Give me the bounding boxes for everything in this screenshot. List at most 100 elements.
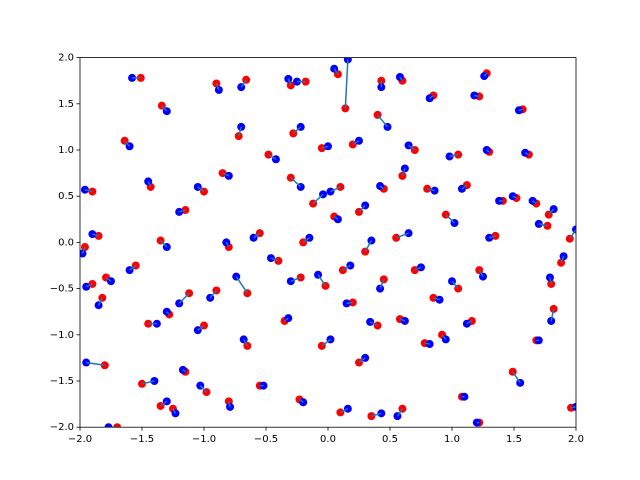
pair-line: [321, 145, 329, 149]
y-tick-label: −0.5: [50, 284, 74, 295]
x-tick-label: 1.0: [444, 434, 460, 445]
pair-line: [124, 140, 131, 147]
pair-line: [209, 289, 217, 299]
pair-line: [85, 283, 93, 288]
x-tick-label: 1.5: [506, 434, 522, 445]
pair-line: [371, 412, 382, 417]
x-tick-label: −0.5: [254, 434, 278, 445]
pair-line: [399, 76, 404, 82]
pair-line: [445, 214, 455, 224]
pair-line: [92, 233, 99, 237]
y-tick-label: 2.0: [58, 53, 74, 64]
pair-line: [166, 311, 170, 315]
pair-line: [429, 94, 434, 99]
plot-area: [80, 57, 576, 428]
x-tick-label: 2.0: [568, 434, 584, 445]
pair-line: [518, 108, 523, 111]
pair-line: [86, 361, 105, 367]
pair-line: [524, 152, 530, 156]
pair-line: [399, 318, 406, 322]
pair-line: [172, 408, 177, 414]
pair-line: [549, 277, 552, 285]
pair-line: [466, 320, 473, 325]
y-tick-label: −1.5: [50, 376, 74, 387]
pair-line: [129, 264, 137, 271]
y-tick-label: 0.5: [58, 191, 74, 202]
pair-line: [330, 186, 341, 193]
pair-line: [488, 235, 496, 239]
pair-line: [550, 308, 555, 322]
pair-line: [424, 342, 430, 345]
pair-line: [461, 184, 468, 190]
pair-line: [290, 177, 302, 188]
pair-line: [160, 240, 168, 248]
pair-line: [344, 59, 349, 109]
pair-line: [364, 240, 373, 253]
pair-line: [284, 317, 289, 322]
pair-line: [302, 237, 310, 244]
pair-line: [161, 105, 168, 112]
pair-line: [474, 94, 480, 98]
pair-line: [228, 401, 231, 408]
pair-line: [84, 189, 93, 193]
pair-line: [317, 274, 327, 287]
x-tick-label: −1.5: [130, 434, 154, 445]
pair-line: [321, 338, 331, 347]
x-tick-label: 0.0: [320, 434, 336, 445]
x-tick-label: 0.5: [382, 434, 398, 445]
pair-line: [379, 279, 385, 289]
pair-line: [346, 301, 353, 305]
pair-line: [268, 153, 277, 160]
point: [104, 423, 113, 428]
pair-line: [240, 79, 247, 88]
pair-line: [253, 232, 261, 239]
pair-line: [105, 276, 112, 282]
y-tick-label: −1.0: [50, 330, 74, 341]
pair-line: [97, 297, 103, 306]
x-tick-label: −2.0: [68, 434, 92, 445]
pair-line: [512, 195, 517, 199]
pair-line: [395, 232, 409, 239]
pair-line: [222, 172, 230, 177]
pair-line: [178, 209, 186, 213]
pair-line: [333, 215, 339, 220]
point: [237, 122, 246, 131]
pair-line: [449, 153, 459, 158]
point: [113, 423, 122, 428]
pair-line: [441, 334, 447, 340]
pair-line: [243, 339, 249, 347]
pair-line: [270, 257, 279, 262]
pair-line: [225, 242, 230, 248]
pair-line: [560, 255, 565, 263]
pair-line: [369, 321, 378, 327]
pair-line: [352, 140, 360, 146]
pair-line: [483, 72, 488, 77]
pair-line: [379, 185, 385, 190]
pair-line: [287, 78, 292, 86]
pair-line: [197, 186, 205, 193]
pair-line: [342, 264, 351, 271]
pair-line: [333, 68, 339, 75]
pair-line: [414, 266, 422, 271]
pair-line: [433, 297, 440, 301]
y-tick-label: 1.5: [58, 99, 74, 110]
pair-line: [235, 276, 249, 294]
pair-line: [358, 357, 366, 364]
pair-line: [408, 144, 416, 151]
pair-line: [299, 398, 304, 403]
pair-line: [178, 292, 190, 304]
pair-line: [396, 408, 404, 417]
pair-line: [292, 126, 302, 134]
pair-line: [340, 408, 349, 414]
pair-line: [147, 181, 152, 188]
pair-line: [486, 149, 490, 153]
pair-line: [427, 188, 435, 192]
y-tick-label: 0.0: [58, 237, 74, 248]
pair-line: [401, 168, 406, 177]
pair-line: [538, 223, 548, 227]
y-tick-label: 1.0: [58, 145, 74, 156]
pair-line: [182, 369, 186, 373]
pair-line: [478, 269, 484, 277]
x-tick-label: −1.0: [192, 434, 216, 445]
